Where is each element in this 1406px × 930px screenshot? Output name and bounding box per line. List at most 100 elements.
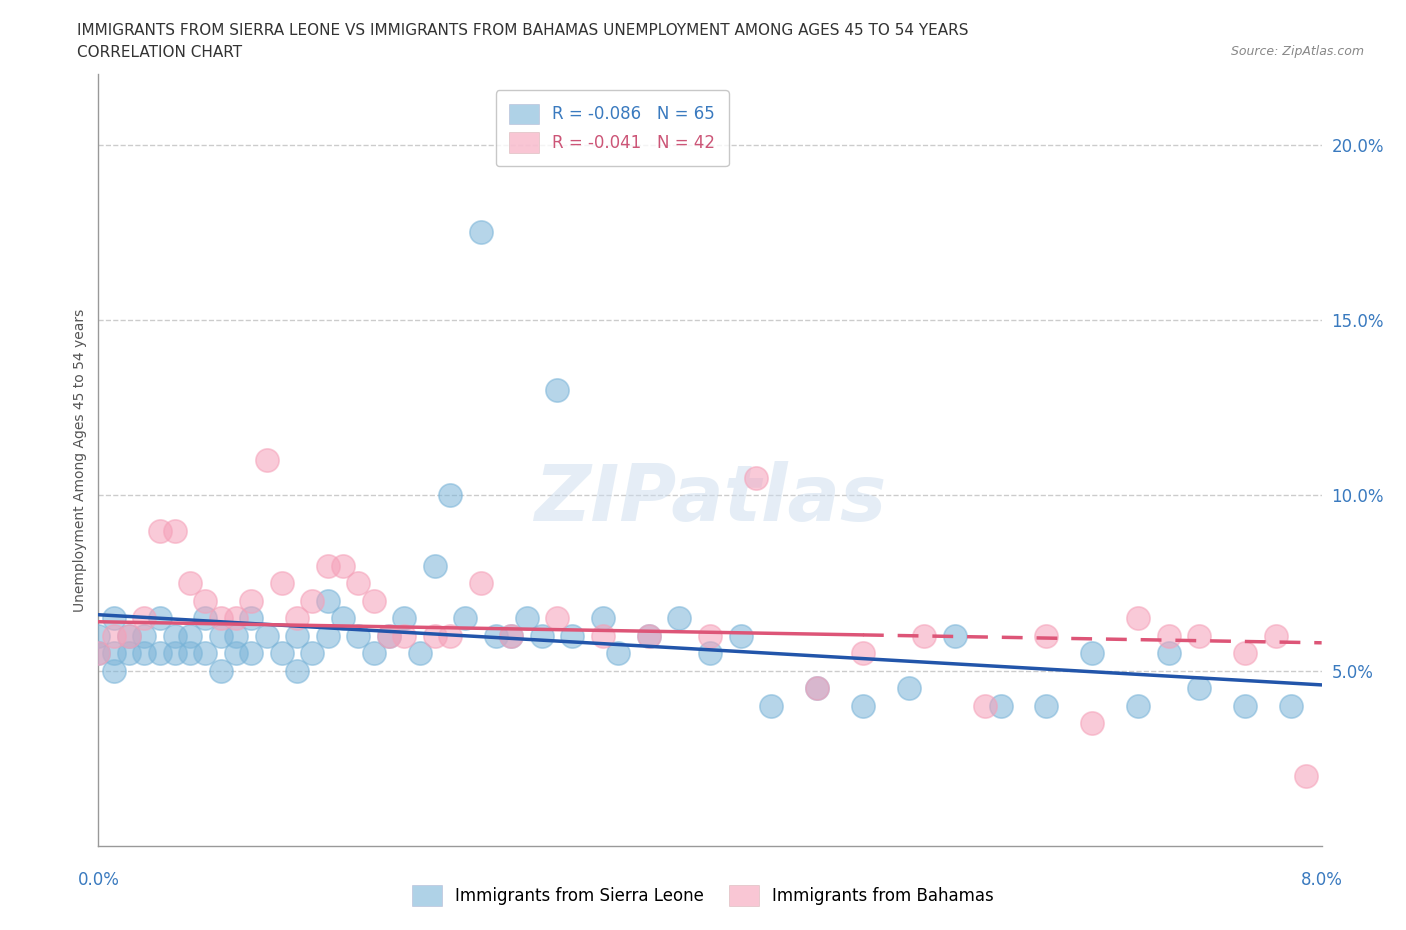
Point xyxy=(592,629,614,644)
Point xyxy=(194,593,217,608)
Point xyxy=(363,645,385,660)
Point xyxy=(392,611,416,626)
Point xyxy=(134,645,156,660)
Text: 8.0%: 8.0% xyxy=(1301,871,1343,889)
Point xyxy=(103,611,125,626)
Point xyxy=(347,576,370,591)
Point xyxy=(1081,645,1104,660)
Point xyxy=(179,576,201,591)
Point xyxy=(943,629,966,644)
Point xyxy=(852,645,875,660)
Point xyxy=(423,558,446,573)
Point xyxy=(806,681,828,696)
Point xyxy=(990,698,1012,713)
Point xyxy=(209,611,232,626)
Legend: Immigrants from Sierra Leone, Immigrants from Bahamas: Immigrants from Sierra Leone, Immigrants… xyxy=(405,879,1001,912)
Point xyxy=(759,698,782,713)
Text: CORRELATION CHART: CORRELATION CHART xyxy=(77,45,242,60)
Point xyxy=(897,681,920,696)
Legend: R = -0.086   N = 65, R = -0.041   N = 42: R = -0.086 N = 65, R = -0.041 N = 42 xyxy=(496,90,728,166)
Point xyxy=(501,629,523,644)
Point xyxy=(103,629,125,644)
Point xyxy=(454,611,477,626)
Point xyxy=(316,558,339,573)
Text: IMMIGRANTS FROM SIERRA LEONE VS IMMIGRANTS FROM BAHAMAS UNEMPLOYMENT AMONG AGES : IMMIGRANTS FROM SIERRA LEONE VS IMMIGRAN… xyxy=(77,23,969,38)
Point xyxy=(485,629,508,644)
Point xyxy=(1264,629,1286,644)
Point xyxy=(301,645,323,660)
Point xyxy=(1188,681,1211,696)
Point xyxy=(637,629,661,644)
Point xyxy=(1035,629,1057,644)
Point xyxy=(240,645,263,660)
Point xyxy=(179,645,201,660)
Point xyxy=(285,629,308,644)
Point xyxy=(516,611,538,626)
Y-axis label: Unemployment Among Ages 45 to 54 years: Unemployment Among Ages 45 to 54 years xyxy=(73,309,87,612)
Point xyxy=(240,593,263,608)
Point xyxy=(134,611,156,626)
Point xyxy=(134,629,156,644)
Point xyxy=(378,629,401,644)
Point xyxy=(1279,698,1302,713)
Point xyxy=(745,471,768,485)
Point xyxy=(561,629,583,644)
Point xyxy=(301,593,323,608)
Point xyxy=(530,629,553,644)
Point xyxy=(118,629,141,644)
Point xyxy=(87,629,110,644)
Point xyxy=(179,629,201,644)
Point xyxy=(118,629,141,644)
Point xyxy=(163,629,186,644)
Point xyxy=(1128,698,1150,713)
Point xyxy=(699,645,721,660)
Point xyxy=(1157,629,1180,644)
Point xyxy=(852,698,875,713)
Point xyxy=(1188,629,1211,644)
Point xyxy=(423,629,446,644)
Text: Source: ZipAtlas.com: Source: ZipAtlas.com xyxy=(1230,45,1364,58)
Point xyxy=(1295,769,1317,784)
Point xyxy=(1157,645,1180,660)
Point xyxy=(256,453,278,468)
Point xyxy=(316,629,339,644)
Point xyxy=(209,663,232,678)
Point xyxy=(546,611,568,626)
Point xyxy=(163,523,186,538)
Point xyxy=(470,225,492,240)
Point xyxy=(699,629,721,644)
Point xyxy=(439,629,461,644)
Point xyxy=(270,576,294,591)
Point xyxy=(1128,611,1150,626)
Point xyxy=(225,645,247,660)
Point xyxy=(378,629,401,644)
Point xyxy=(439,488,461,503)
Point xyxy=(225,611,247,626)
Point xyxy=(806,681,828,696)
Point xyxy=(607,645,630,660)
Point xyxy=(225,629,247,644)
Point xyxy=(1234,698,1257,713)
Point xyxy=(194,611,217,626)
Point xyxy=(194,645,217,660)
Point xyxy=(240,611,263,626)
Point xyxy=(730,629,752,644)
Point xyxy=(149,523,172,538)
Point xyxy=(285,611,308,626)
Point xyxy=(118,645,141,660)
Point xyxy=(87,645,110,660)
Point xyxy=(103,663,125,678)
Point xyxy=(347,629,370,644)
Point xyxy=(256,629,278,644)
Point xyxy=(974,698,997,713)
Point xyxy=(149,645,172,660)
Point xyxy=(1035,698,1057,713)
Point xyxy=(668,611,690,626)
Point xyxy=(1234,645,1257,660)
Point xyxy=(637,629,661,644)
Point xyxy=(103,645,125,660)
Point xyxy=(1081,716,1104,731)
Point xyxy=(163,645,186,660)
Point xyxy=(912,629,935,644)
Point xyxy=(392,629,416,644)
